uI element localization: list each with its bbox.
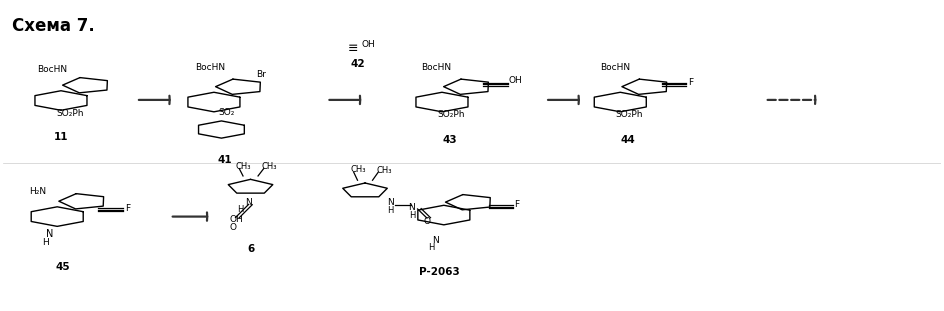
Text: N: N <box>46 229 53 239</box>
Text: O: O <box>423 217 430 226</box>
Text: Схема 7.: Схема 7. <box>12 16 95 35</box>
Text: OH: OH <box>230 215 244 224</box>
Text: H: H <box>42 238 49 247</box>
Text: H: H <box>409 211 415 220</box>
Text: N: N <box>388 198 395 207</box>
Text: P-2063: P-2063 <box>419 267 460 276</box>
Text: 11: 11 <box>54 132 68 142</box>
Text: H: H <box>388 206 394 215</box>
Text: CH₃: CH₃ <box>235 162 251 171</box>
Text: F: F <box>125 203 130 212</box>
Text: H₂N: H₂N <box>29 187 46 196</box>
Text: BocHN: BocHN <box>421 63 451 72</box>
Text: N: N <box>432 236 439 245</box>
Text: N: N <box>244 198 252 207</box>
Text: H: H <box>428 243 434 252</box>
Text: 44: 44 <box>620 135 635 145</box>
Text: N: N <box>408 203 415 212</box>
Text: SO₂Ph: SO₂Ph <box>615 110 643 119</box>
Text: 43: 43 <box>442 135 457 145</box>
Text: OH: OH <box>509 76 522 85</box>
Text: OH: OH <box>362 40 375 49</box>
Text: BocHN: BocHN <box>195 63 226 72</box>
Text: CH₃: CH₃ <box>350 165 365 174</box>
Text: 6: 6 <box>247 244 254 254</box>
Text: O: O <box>230 223 237 232</box>
Text: 45: 45 <box>56 262 70 272</box>
Text: SO₂Ph: SO₂Ph <box>437 110 464 119</box>
Text: F: F <box>514 200 519 209</box>
Text: SO₂: SO₂ <box>219 108 235 117</box>
Text: H: H <box>237 205 244 214</box>
Text: F: F <box>688 78 693 87</box>
Text: 41: 41 <box>218 155 232 165</box>
Text: CH₃: CH₃ <box>377 166 392 175</box>
Text: SO₂Ph: SO₂Ph <box>57 109 84 118</box>
Text: BocHN: BocHN <box>38 66 68 74</box>
Text: Br: Br <box>256 70 266 79</box>
Text: BocHN: BocHN <box>599 63 630 72</box>
Text: CH₃: CH₃ <box>261 162 278 171</box>
Text: ≡: ≡ <box>348 42 359 55</box>
Text: 42: 42 <box>350 59 364 69</box>
